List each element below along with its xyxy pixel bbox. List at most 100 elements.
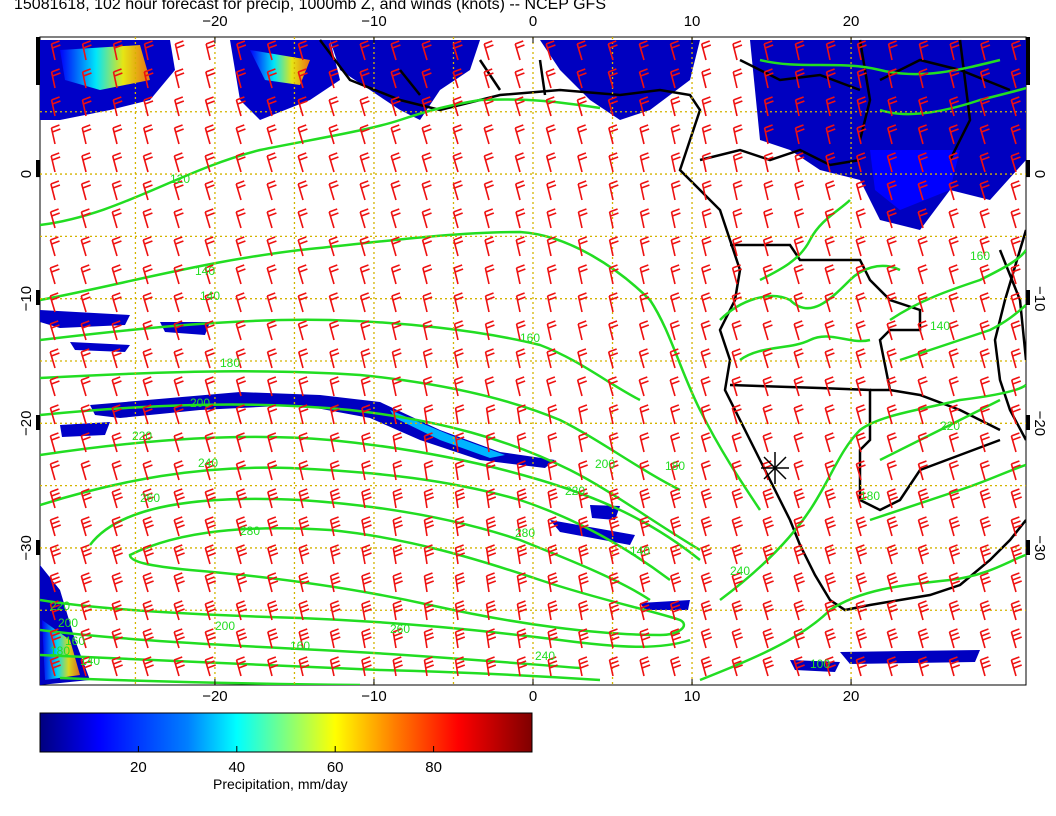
wind-barb — [235, 460, 246, 481]
wind-barb — [111, 152, 123, 173]
wind-barb-feather — [359, 68, 369, 73]
wind-barb-shaft — [80, 463, 87, 481]
wind-barb-feather — [484, 152, 493, 157]
wind-barb-feather — [454, 268, 464, 273]
wind-barb-feather — [549, 608, 558, 613]
wind-barb-feather — [609, 516, 618, 521]
wind-barb-feather — [702, 296, 711, 301]
wind-barb — [949, 68, 960, 89]
wind-barb — [49, 208, 60, 229]
wind-barb-feather — [50, 516, 59, 521]
wind-barb — [111, 348, 122, 369]
wind-barb-feather — [456, 580, 466, 585]
wind-barb-shaft — [887, 71, 893, 89]
wind-barb — [948, 180, 959, 201]
wind-barb-feather — [609, 72, 618, 77]
wind-barb-feather — [236, 628, 245, 633]
lon-tick-label-top: −10 — [361, 13, 386, 30]
wind-barb — [267, 600, 279, 621]
wind-barb — [421, 68, 432, 89]
wind-barb-feather — [517, 628, 526, 633]
wind-barb — [855, 320, 866, 341]
wind-barb-feather — [950, 352, 959, 357]
wind-barb-feather — [329, 348, 339, 353]
wind-barb-feather — [423, 72, 432, 77]
wind-barb — [546, 320, 557, 341]
wind-barb-feather — [390, 40, 400, 45]
wind-barb — [80, 292, 91, 313]
wind-barb-shaft — [762, 239, 769, 257]
wind-barb — [235, 628, 248, 649]
wind-barb-feather — [671, 236, 680, 241]
wind-barb-feather — [826, 128, 836, 133]
wind-barb-feather — [486, 572, 495, 577]
wind-barb-feather — [268, 212, 277, 217]
wind-barb-feather — [487, 636, 497, 641]
wind-barb — [266, 96, 277, 117]
wind-barb — [142, 124, 154, 145]
wind-barb-feather — [51, 548, 60, 553]
wind-barb-feather — [703, 636, 713, 641]
wind-barb-feather — [1011, 404, 1020, 409]
wind-barb-shaft — [297, 99, 304, 117]
wind-barb-feather — [827, 580, 836, 585]
wind-barb — [793, 376, 804, 397]
wind-barb-shaft — [545, 99, 552, 117]
wind-barb-feather — [731, 320, 741, 325]
wind-barb-shaft — [235, 183, 242, 201]
wind-barb — [204, 600, 216, 621]
wind-barb-shaft — [453, 267, 459, 285]
wind-barb-feather — [331, 660, 340, 665]
wind-barb-shaft — [421, 211, 428, 229]
contour-label: 180 — [220, 356, 240, 370]
wind-barb-feather — [206, 240, 215, 245]
wind-barb-feather — [826, 380, 835, 385]
wind-barb-feather — [144, 100, 154, 105]
wind-barb-feather — [83, 524, 92, 529]
wind-barb-feather — [547, 184, 557, 189]
wind-barb — [112, 68, 123, 89]
wind-barb-feather — [734, 496, 743, 501]
wind-barb-feather — [205, 460, 214, 465]
wind-barb-feather — [83, 664, 92, 669]
wind-barb-feather — [390, 124, 400, 129]
wind-barb — [762, 320, 773, 341]
wind-barb-shaft — [700, 351, 707, 369]
wind-barb-feather — [576, 40, 586, 45]
wind-barb — [731, 432, 742, 453]
wind-barb — [359, 208, 370, 229]
wind-barb — [670, 600, 682, 621]
wind-barb — [547, 404, 558, 425]
wind-barb-feather — [641, 552, 651, 557]
wind-barb — [1010, 292, 1021, 313]
wind-barb-feather — [671, 492, 681, 497]
wind-barb-feather — [919, 604, 928, 609]
wind-barb-feather — [980, 404, 989, 409]
wind-barb — [979, 404, 990, 425]
wind-barb — [638, 348, 649, 369]
wind-barb-feather — [111, 600, 121, 605]
wind-barb-shaft — [483, 183, 490, 201]
wind-barb-feather — [455, 488, 464, 493]
wind-barb-shaft — [701, 71, 707, 89]
wind-barb-feather — [51, 352, 60, 357]
wind-barb-feather — [918, 96, 928, 101]
wind-barb — [267, 432, 278, 453]
wind-barb-feather — [1010, 152, 1020, 157]
wind-barb-feather — [888, 576, 897, 581]
wind-barb-feather — [796, 128, 805, 133]
wind-barb — [452, 152, 463, 173]
wind-barb-feather — [82, 436, 91, 441]
wind-barb-shaft — [855, 239, 862, 257]
wind-barb-feather — [579, 268, 588, 273]
wind-barb-feather — [362, 632, 371, 637]
wind-barb-shaft — [267, 575, 273, 593]
wind-barb-shaft — [359, 267, 366, 285]
wind-barb-feather — [917, 376, 927, 381]
wind-barb — [824, 516, 836, 537]
wind-barb — [576, 96, 587, 117]
wind-barb — [979, 96, 990, 117]
wind-barb-feather — [392, 240, 401, 245]
wind-barb — [731, 488, 743, 509]
wind-barb-feather — [425, 496, 435, 501]
